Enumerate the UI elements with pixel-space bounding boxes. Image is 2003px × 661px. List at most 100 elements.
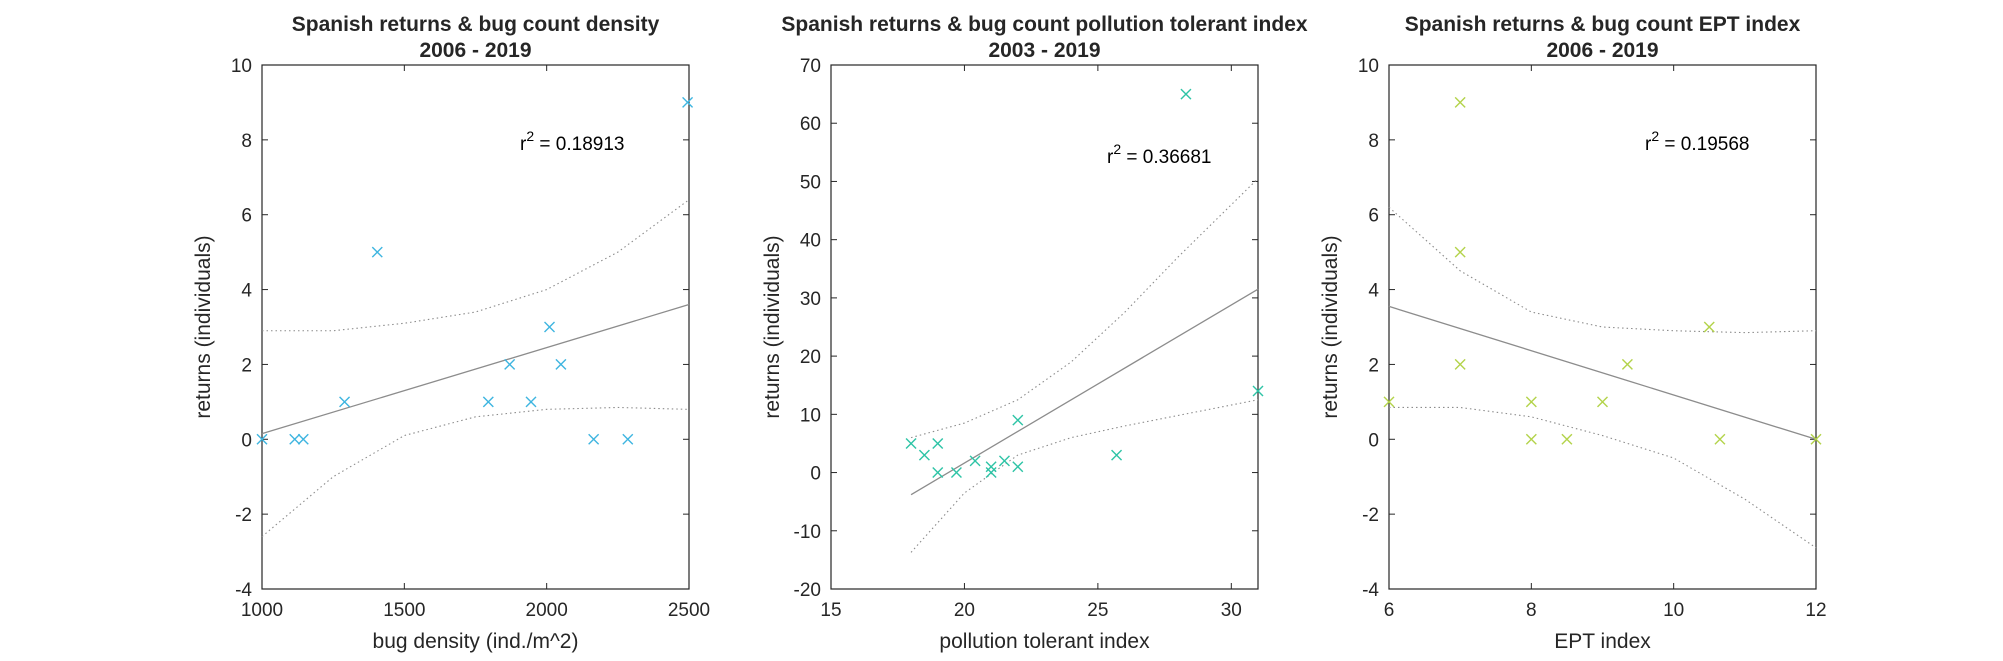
data-point bbox=[1561, 433, 1573, 445]
data-point bbox=[289, 433, 301, 445]
y-tick-label: 70 bbox=[800, 56, 821, 77]
data-point-stroke bbox=[555, 358, 567, 370]
chart-subtitle: 2006 - 2019 bbox=[1546, 39, 1658, 62]
data-point bbox=[482, 396, 494, 408]
data-point-stroke bbox=[969, 455, 981, 467]
data-point-stroke bbox=[950, 467, 962, 479]
data-point bbox=[950, 467, 962, 479]
x-tick-label: 12 bbox=[1805, 600, 1826, 621]
data-point bbox=[985, 461, 997, 473]
data-point bbox=[1454, 358, 1466, 370]
data-point-stroke bbox=[544, 321, 556, 333]
data-point bbox=[932, 437, 944, 449]
chart-title: Spanish returns & bug count density bbox=[292, 13, 660, 36]
y-tick-label: 20 bbox=[800, 347, 821, 368]
data-point bbox=[1810, 433, 1822, 445]
data-point bbox=[1525, 396, 1537, 408]
ci-upper-line bbox=[910, 178, 1259, 439]
axes-box bbox=[830, 64, 1259, 590]
chart-title: Spanish returns & bug count pollution to… bbox=[781, 13, 1307, 36]
data-point bbox=[525, 396, 537, 408]
data-point bbox=[622, 433, 634, 445]
data-point-stroke bbox=[482, 396, 494, 408]
data-point-stroke bbox=[1012, 461, 1024, 473]
y-tick-label: -2 bbox=[235, 505, 252, 526]
data-point bbox=[1252, 385, 1264, 397]
data-point-stroke bbox=[1454, 96, 1466, 108]
data-point-stroke bbox=[1525, 396, 1537, 408]
data-point bbox=[1597, 396, 1608, 408]
ci-upper-line bbox=[1388, 206, 1817, 334]
x-tick-label: 1500 bbox=[383, 600, 425, 621]
y-tick-label: 60 bbox=[800, 114, 821, 135]
y-tick-label: 4 bbox=[241, 281, 252, 302]
y-tick-label: -4 bbox=[235, 580, 252, 601]
data-point-stroke bbox=[1561, 433, 1573, 445]
data-point bbox=[985, 467, 997, 479]
y-tick-label: -20 bbox=[794, 580, 821, 601]
x-tick-label: 25 bbox=[1087, 600, 1108, 621]
data-point-stroke bbox=[1714, 433, 1726, 445]
y-tick-label: 30 bbox=[800, 289, 821, 310]
data-point-stroke bbox=[371, 246, 383, 258]
y-tick-label: 8 bbox=[241, 131, 252, 152]
data-point-stroke bbox=[1810, 433, 1822, 445]
data-point bbox=[905, 437, 917, 449]
fit-line bbox=[1388, 305, 1817, 440]
data-point bbox=[1454, 246, 1466, 258]
data-point-stroke bbox=[1252, 385, 1264, 397]
y-tick-label: 8 bbox=[1368, 131, 1379, 152]
data-point bbox=[932, 467, 944, 479]
chart-subtitle: 2006 - 2019 bbox=[419, 39, 531, 62]
data-point-stroke bbox=[1621, 358, 1633, 370]
x-tick-label: 2000 bbox=[526, 600, 568, 621]
data-point bbox=[256, 433, 268, 445]
fit-line bbox=[261, 303, 690, 435]
data-point bbox=[297, 433, 309, 445]
chart-subtitle: 2003 - 2019 bbox=[988, 39, 1100, 62]
x-axis-label: EPT index bbox=[1554, 630, 1651, 653]
data-point bbox=[1454, 96, 1466, 108]
x-tick-label: 20 bbox=[954, 600, 975, 621]
y-tick-label: 10 bbox=[800, 405, 821, 426]
data-point-stroke bbox=[918, 449, 930, 461]
data-point-stroke bbox=[256, 433, 268, 445]
data-point bbox=[1180, 88, 1192, 100]
x-tick-label: 15 bbox=[820, 600, 841, 621]
y-tick-label: 6 bbox=[1368, 206, 1379, 227]
data-point bbox=[1703, 321, 1715, 333]
data-point bbox=[504, 358, 516, 370]
y-tick-label: 0 bbox=[1368, 430, 1379, 451]
data-point bbox=[998, 455, 1010, 467]
y-tick-label: 2 bbox=[241, 355, 252, 376]
data-point-stroke bbox=[985, 461, 997, 473]
data-point-stroke bbox=[1383, 396, 1395, 408]
data-point-stroke bbox=[297, 433, 309, 445]
ci-lower-line bbox=[261, 406, 690, 538]
y-axis-label: returns (individuals) bbox=[192, 235, 215, 418]
ci-lower-line bbox=[1389, 406, 1817, 549]
data-point-stroke bbox=[622, 433, 634, 445]
data-point bbox=[969, 455, 981, 467]
data-point bbox=[918, 449, 930, 461]
y-tick-label: -2 bbox=[1362, 505, 1379, 526]
data-point-stroke bbox=[1597, 396, 1608, 408]
data-point bbox=[555, 358, 567, 370]
y-tick-label: 2 bbox=[1368, 355, 1379, 376]
chart-panel-3: Spanish returns & bug count EPT index 200… bbox=[1319, 13, 1827, 653]
data-point bbox=[1525, 433, 1537, 445]
data-point-stroke bbox=[905, 437, 917, 449]
y-tick-label: -10 bbox=[794, 522, 821, 543]
fit-line bbox=[910, 288, 1259, 496]
data-point-stroke bbox=[932, 437, 944, 449]
data-point-stroke bbox=[588, 433, 600, 445]
ci-lower-line bbox=[910, 399, 1259, 553]
data-point bbox=[544, 321, 556, 333]
y-axis-label: returns (individuals) bbox=[761, 235, 784, 418]
data-point-stroke bbox=[1180, 88, 1192, 100]
data-point bbox=[682, 96, 694, 108]
data-point bbox=[1383, 396, 1395, 408]
y-axis-label: returns (individuals) bbox=[1319, 235, 1342, 418]
